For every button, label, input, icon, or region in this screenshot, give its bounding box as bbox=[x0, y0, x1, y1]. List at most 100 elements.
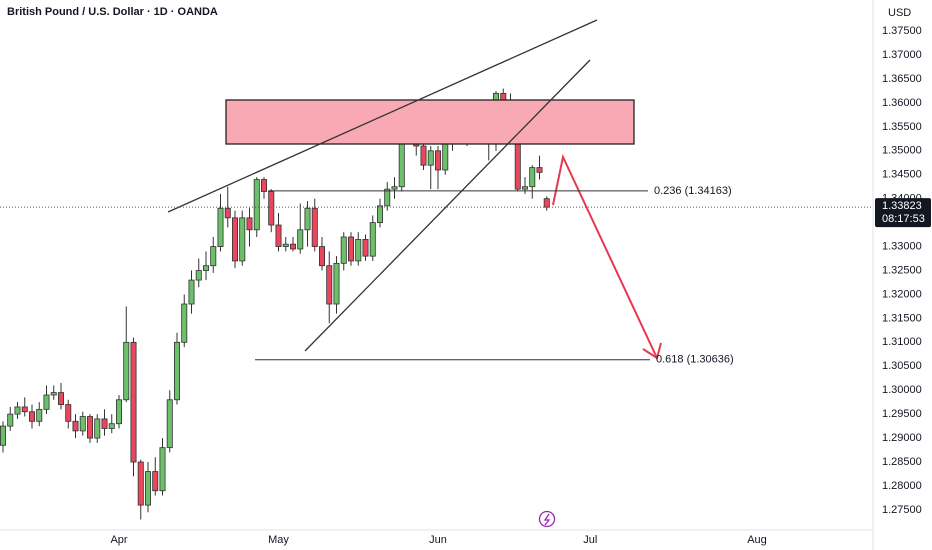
candle-body bbox=[79, 416, 86, 432]
countdown-label: 08:17:53 bbox=[882, 213, 925, 225]
candle-body bbox=[137, 461, 144, 506]
candle-body bbox=[130, 341, 137, 463]
candle-body bbox=[173, 341, 180, 401]
x-tick-label: Jul bbox=[583, 534, 597, 546]
y-tick-label: 1.32000 bbox=[882, 288, 922, 300]
candle-body bbox=[210, 246, 217, 267]
y-tick-label: 1.31000 bbox=[882, 336, 922, 348]
y-tick-label: 1.28000 bbox=[882, 480, 922, 492]
y-tick-label: 1.35500 bbox=[882, 121, 922, 133]
candle-body bbox=[384, 188, 391, 207]
candle-body bbox=[297, 229, 304, 250]
candle-body bbox=[268, 191, 275, 226]
y-tick-label: 1.37000 bbox=[882, 49, 922, 61]
candle-body bbox=[58, 392, 65, 405]
candle-body bbox=[152, 471, 159, 492]
candle-body bbox=[434, 150, 441, 171]
last-price-box bbox=[875, 198, 931, 228]
y-tick-label: 1.30500 bbox=[882, 360, 922, 372]
candle-body bbox=[159, 447, 166, 492]
events-icon-bolt bbox=[543, 513, 551, 526]
candle-body bbox=[0, 425, 6, 446]
y-tick-label: 1.28500 bbox=[882, 456, 922, 468]
candle-body bbox=[123, 341, 130, 401]
fib-label: 0.618 (1.30636) bbox=[656, 354, 734, 366]
candle-body bbox=[195, 270, 202, 281]
y-tick-label: 1.27500 bbox=[882, 504, 922, 516]
chart-title: British Pound / U.S. Dollar · 1D · OANDA bbox=[7, 6, 218, 18]
candle-body bbox=[326, 265, 333, 305]
candle-body bbox=[369, 222, 376, 257]
y-tick-label: 1.36500 bbox=[882, 73, 922, 85]
last-price-label: 1.33823 bbox=[882, 200, 922, 212]
candle-body bbox=[260, 179, 267, 192]
y-tick-label: 1.31500 bbox=[882, 312, 922, 324]
candle-body bbox=[529, 167, 536, 188]
candle-body bbox=[21, 406, 28, 413]
trendline-lower bbox=[304, 59, 591, 352]
candle-body bbox=[427, 150, 434, 166]
candle-body bbox=[116, 399, 123, 425]
candle-body bbox=[231, 217, 238, 262]
candle-body bbox=[391, 186, 398, 190]
candle-body bbox=[7, 413, 14, 427]
candle-body bbox=[536, 167, 543, 173]
candle-body bbox=[275, 224, 282, 247]
candle-body bbox=[253, 179, 260, 231]
candle-body bbox=[239, 217, 246, 262]
x-tick-label: Apr bbox=[110, 534, 127, 546]
x-tick-label: Aug bbox=[747, 534, 767, 546]
candle-body bbox=[333, 262, 340, 305]
y-tick-label: 1.29500 bbox=[882, 408, 922, 420]
candle-body bbox=[14, 406, 21, 415]
candle-body bbox=[144, 471, 151, 506]
y-tick-label: 1.33000 bbox=[882, 240, 922, 252]
candle-body bbox=[188, 279, 195, 305]
resistance-zone bbox=[225, 99, 635, 145]
candle-body bbox=[94, 418, 101, 439]
y-tick-label: 1.35000 bbox=[882, 145, 922, 157]
candle-body bbox=[65, 404, 72, 422]
candle-body bbox=[166, 399, 173, 449]
candle-body bbox=[420, 145, 427, 166]
candle-body bbox=[304, 207, 311, 231]
candle-body bbox=[246, 217, 253, 231]
trendline-upper bbox=[167, 19, 598, 213]
candle-body bbox=[50, 392, 57, 396]
candle-body bbox=[376, 205, 383, 224]
candle-body bbox=[217, 207, 224, 247]
candle-body bbox=[43, 394, 50, 410]
candle-body bbox=[202, 265, 209, 271]
arrow-head bbox=[642, 342, 662, 360]
y-tick-label: 1.36000 bbox=[882, 97, 922, 109]
candle-body bbox=[28, 411, 35, 422]
fib-label: 0.236 (1.34163) bbox=[654, 185, 732, 197]
candle-body bbox=[108, 423, 115, 429]
candle-body bbox=[318, 246, 325, 267]
candle-body bbox=[72, 420, 79, 432]
candle-body bbox=[289, 243, 296, 250]
candle-body bbox=[311, 207, 318, 247]
candle-body bbox=[87, 416, 94, 439]
candle-body bbox=[224, 207, 231, 219]
candle-body bbox=[181, 303, 188, 343]
candle-body bbox=[101, 418, 108, 429]
y-tick-label: 1.29000 bbox=[882, 432, 922, 444]
y-axis-label: USD bbox=[888, 7, 911, 19]
candle-body bbox=[282, 243, 289, 247]
candle-body bbox=[340, 236, 347, 264]
y-tick-label: 1.30000 bbox=[882, 384, 922, 396]
x-tick-label: Jun bbox=[429, 534, 447, 546]
x-tick-label: May bbox=[268, 534, 289, 546]
candle-body bbox=[543, 198, 550, 208]
candle-body bbox=[347, 236, 354, 262]
candle-body bbox=[355, 238, 362, 262]
candle-body bbox=[522, 186, 529, 190]
events-icon[interactable] bbox=[538, 510, 556, 528]
candle-body bbox=[362, 238, 369, 257]
y-tick-label: 1.34500 bbox=[882, 169, 922, 181]
projection-arrow bbox=[552, 153, 658, 359]
y-tick-label: 1.32500 bbox=[882, 264, 922, 276]
candle-body bbox=[36, 408, 43, 422]
